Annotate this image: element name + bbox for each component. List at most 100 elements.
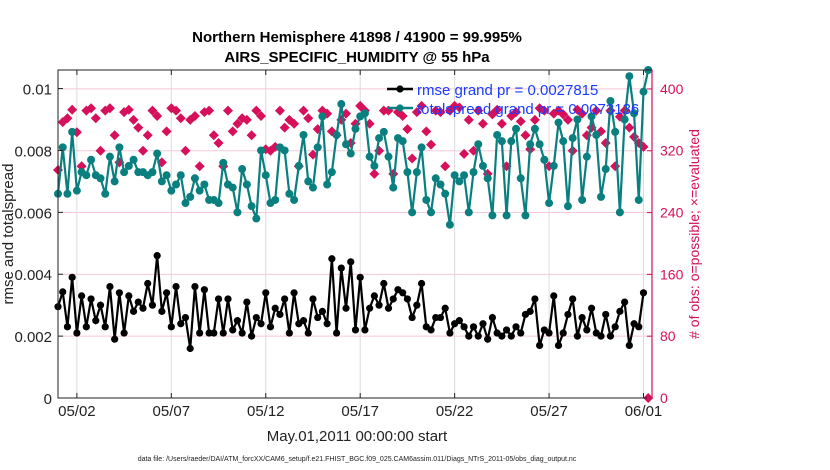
totalspread-point — [620, 115, 629, 124]
rmse-point — [285, 329, 293, 337]
rmse-point — [148, 301, 157, 309]
obs-point — [76, 161, 87, 172]
obs-point — [175, 113, 186, 124]
obs-point — [407, 153, 418, 164]
totalspread-point — [370, 161, 379, 170]
rmse-point — [347, 258, 355, 266]
rmse-point — [332, 329, 341, 337]
rmse-point — [314, 313, 322, 322]
totalspread-point — [469, 168, 478, 177]
obs-point — [62, 113, 73, 124]
obs-point — [204, 105, 215, 116]
totalspread-point — [625, 72, 634, 81]
obs-point — [459, 148, 470, 159]
totalspread-point — [639, 87, 648, 96]
rmse-point — [271, 304, 279, 312]
rmse-point — [224, 295, 232, 303]
rmse-point — [101, 323, 109, 331]
totalspread-point — [488, 211, 497, 220]
rmse-point — [342, 304, 350, 312]
obs-point — [161, 126, 172, 137]
totalspread-point — [408, 208, 417, 217]
y-tick-label-left: 0.006 — [14, 205, 52, 222]
totalspread-point — [578, 195, 587, 204]
totalspread-point — [597, 192, 606, 201]
rmse-point — [181, 313, 190, 322]
totalspread-point — [545, 199, 554, 208]
totalspread-point — [115, 143, 124, 152]
legend-label: rmse grand pr = 0.0027815 — [417, 82, 598, 99]
rmse-point — [498, 332, 506, 340]
series-layer — [53, 66, 654, 403]
obs-point — [119, 107, 130, 118]
rmse-point — [554, 341, 563, 349]
totalspread-point — [502, 211, 511, 220]
obs-point — [123, 104, 134, 115]
obs-point — [213, 138, 224, 149]
totalspread-point — [601, 165, 610, 174]
rmse-point — [507, 332, 515, 340]
rmse-point — [606, 332, 615, 340]
totalspread-point — [582, 152, 591, 161]
rmse-point — [290, 289, 298, 297]
y-tick-label-left: 0.004 — [14, 267, 52, 284]
obs-point — [208, 130, 219, 141]
rmse-point — [134, 298, 142, 306]
rmse-point — [460, 323, 468, 331]
totalspread-point — [63, 189, 72, 198]
obs-point — [558, 109, 569, 120]
obs-point — [298, 105, 309, 116]
totalspread-point — [592, 130, 601, 139]
totalspread-point — [148, 168, 157, 177]
rmse-point — [73, 329, 81, 337]
totalspread-point — [365, 152, 374, 161]
rmse-point — [323, 320, 331, 328]
totalspread-point — [342, 140, 351, 149]
totalspread-point — [200, 180, 209, 189]
y-tick-label-left: 0.002 — [14, 329, 52, 346]
totalspread-point — [181, 199, 190, 208]
rmse-point — [238, 329, 246, 337]
rmse-point — [266, 323, 275, 331]
obs-point — [539, 105, 550, 116]
rmse-point — [233, 317, 242, 325]
totalspread-point — [573, 115, 582, 124]
totalspread-point — [346, 149, 355, 158]
obs-point — [256, 110, 267, 121]
totalspread-point — [82, 171, 91, 180]
rmse-point — [564, 310, 572, 319]
rmse-point — [153, 252, 161, 260]
rmse-point — [243, 298, 251, 306]
obs-point — [189, 110, 200, 121]
totalspread-point — [422, 195, 431, 204]
totalspread-point — [124, 161, 133, 170]
rmse-point — [172, 283, 180, 291]
rmse-point — [318, 307, 327, 315]
y-tick-label-right: 400 — [660, 81, 684, 97]
rmse-point — [196, 329, 204, 337]
rmse-point — [512, 323, 520, 331]
rmse-point — [68, 273, 76, 281]
obs-point — [511, 107, 522, 118]
obs-point — [421, 126, 432, 137]
rmse-point — [191, 283, 199, 291]
rmse-point — [417, 279, 426, 288]
rmse-point — [639, 289, 648, 297]
rmse-point — [158, 307, 166, 315]
rmse-point — [139, 304, 147, 312]
totalspread-point — [554, 118, 563, 127]
obs-point — [496, 118, 507, 129]
totalspread-point — [478, 161, 487, 170]
obs-point — [454, 102, 465, 113]
obs-point — [473, 105, 484, 116]
rmse-point — [465, 332, 473, 340]
rmse-point — [517, 329, 525, 337]
chart-title-line2: AIRS_SPECIFIC_HUMIDITY @ 55 hPa — [224, 49, 490, 66]
obs-point — [232, 118, 243, 129]
totalspread-point — [304, 177, 313, 186]
obs-point — [591, 105, 602, 116]
legend-label: totalspread grand pr = 0.0073136 — [417, 101, 639, 118]
rmse-point — [125, 292, 133, 300]
totalspread-point — [247, 202, 256, 211]
rmse-point — [262, 289, 270, 297]
